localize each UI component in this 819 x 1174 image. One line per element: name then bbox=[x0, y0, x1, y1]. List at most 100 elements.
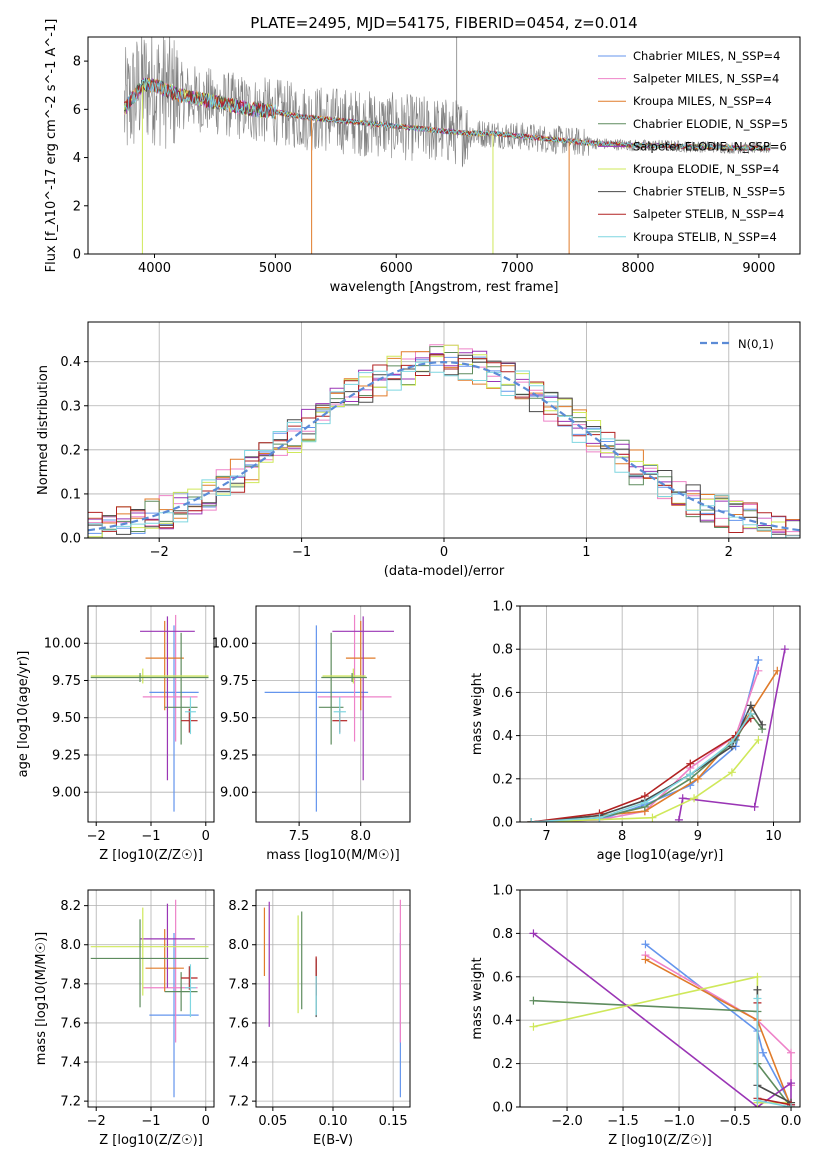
y-tick-label: 7.8 bbox=[228, 977, 249, 992]
y-tick-label: 8.2 bbox=[60, 899, 81, 914]
y-tick-label: 8.0 bbox=[228, 938, 249, 953]
x-tick-label: −2.0 bbox=[551, 1114, 583, 1129]
y-tick-label: 9.25 bbox=[220, 748, 249, 763]
x-tick-label: 9 bbox=[694, 829, 702, 844]
mass-vs-reddening-panel: 0.05 0.10 0.15 7.2 7.4 7.6 7.8 8.0 8.2 E(B-V) bbox=[228, 889, 411, 1148]
y-tick-label: 2 bbox=[73, 199, 81, 214]
axes-frame bbox=[255, 605, 411, 823]
y-tick-label: 8.0 bbox=[60, 938, 81, 953]
age-vs-mass-panel: 7.5 8.0 9.00 9.25 9.50 9.75 10.00 mass [log10(M… bbox=[212, 605, 411, 863]
weight-marker bbox=[686, 770, 695, 779]
legend-label: Salpeter STELIB, N_SSP=4 bbox=[633, 207, 784, 221]
mass-vs-metallicity-panel: −2 −1 0 7.2 7.4 7.6 7.8 8.0 8.2 Z [log10(Z/Z☉)] ma… bbox=[34, 889, 215, 1148]
plot-area bbox=[88, 344, 800, 538]
y-tick-label: 8.2 bbox=[228, 899, 249, 914]
weight-marker bbox=[754, 666, 763, 675]
x-tick-label: 10 bbox=[765, 829, 782, 844]
weight-vs-metallicity-panel: −2.0 −1.5 −1.0 −0.5 0.0 0.0 0.2 0.4 0.6 0.8 1.0 Z [… bbox=[470, 884, 801, 1149]
x-tick-label: −1.0 bbox=[663, 1114, 695, 1129]
spectrum-panel: 4000 5000 6000 7000 8000 9000 0 2 4 6 8 wavelength … bbox=[44, 19, 801, 295]
weight-marker bbox=[727, 768, 736, 777]
x-axis-label: age [log10(age/yr)] bbox=[597, 848, 724, 863]
weight-marker bbox=[690, 794, 699, 803]
x-axis-label: Z [log10(Z/Z☉)] bbox=[99, 848, 203, 863]
x-tick-label: 7000 bbox=[501, 261, 534, 276]
y-tick-label: 0.8 bbox=[492, 643, 513, 658]
legend-label: Kroupa MILES, N_SSP=4 bbox=[633, 94, 772, 108]
legend-label: Chabrier STELIB, N_SSP=5 bbox=[633, 185, 785, 199]
figure-title: PLATE=2495, MJD=54175, FIBERID=0454, z=0… bbox=[250, 14, 637, 32]
x-tick-label: 7 bbox=[542, 829, 550, 844]
weight-line bbox=[645, 958, 792, 1107]
weight-marker bbox=[693, 774, 702, 783]
x-tick-label: 0 bbox=[440, 545, 448, 560]
weight-marker bbox=[641, 940, 650, 949]
weight-marker bbox=[640, 798, 649, 807]
x-axis-label: E(B-V) bbox=[313, 1133, 353, 1148]
y-tick-label: 10.00 bbox=[212, 637, 249, 652]
x-tick-label: 5000 bbox=[259, 261, 292, 276]
y-axis-label: mass [log10(M/M☉)] bbox=[34, 932, 49, 1065]
axes-frame bbox=[519, 889, 801, 1108]
x-tick-label: 0.10 bbox=[319, 1114, 348, 1129]
y-tick-label: 9.50 bbox=[52, 711, 81, 726]
weight-marker bbox=[527, 818, 536, 822]
x-tick-label: −1 bbox=[141, 1114, 160, 1129]
y-tick-label: 9.25 bbox=[52, 748, 81, 763]
residual-histogram bbox=[88, 361, 800, 538]
weight-marker bbox=[750, 802, 759, 811]
axes-frame bbox=[87, 36, 801, 255]
y-tick-label: 0.8 bbox=[492, 927, 513, 942]
y-tick-label: 0.2 bbox=[492, 772, 513, 787]
weight-marker bbox=[753, 972, 762, 981]
y-axis-label: mass weight bbox=[470, 957, 485, 1039]
x-tick-label: 7.5 bbox=[289, 829, 310, 844]
weight-line bbox=[531, 712, 763, 822]
weight-marker bbox=[753, 1096, 762, 1105]
y-axis-label: mass weight bbox=[470, 673, 485, 755]
y-axis-label: Flux [f_λ10^-17 erg cm^-2 s^-1 A^-1] bbox=[44, 19, 59, 273]
y-tick-label: 9.50 bbox=[220, 711, 249, 726]
age-vs-metallicity-panel: −2 −1 0 9.00 9.25 9.50 9.75 10.00 Z [log10(Z/Z☉)… bbox=[16, 605, 215, 863]
y-tick-label: 0.6 bbox=[492, 686, 513, 701]
weight-line bbox=[533, 975, 791, 1104]
model-spectrum bbox=[123, 77, 771, 152]
weight-marker bbox=[686, 759, 695, 768]
y-tick-label: 0.2 bbox=[60, 443, 81, 458]
weight-line bbox=[678, 649, 786, 820]
x-axis-label: Z [log10(Z/Z☉)] bbox=[99, 1133, 203, 1148]
y-tick-label: 7.8 bbox=[60, 977, 81, 992]
y-tick-label: 0.0 bbox=[60, 532, 81, 547]
x-tick-label: −2 bbox=[150, 545, 169, 560]
y-tick-label: 0.4 bbox=[60, 355, 81, 370]
weight-line bbox=[531, 670, 778, 822]
weight-marker bbox=[754, 656, 763, 664]
x-tick-label: 0.0 bbox=[781, 1114, 802, 1129]
y-tick-label: 10.00 bbox=[44, 637, 81, 652]
legend-label: Kroupa STELIB, N_SSP=4 bbox=[633, 230, 777, 244]
y-tick-label: 4 bbox=[73, 151, 81, 166]
normal-curve bbox=[88, 360, 800, 532]
weight-marker bbox=[787, 1103, 796, 1107]
x-tick-label: 8.0 bbox=[350, 829, 371, 844]
y-tick-label: 0.2 bbox=[492, 1057, 513, 1072]
weight-marker bbox=[529, 929, 538, 938]
y-axis-label: age [log10(age/yr)] bbox=[16, 651, 31, 778]
legend-label: Chabrier ELODIE, N_SSP=5 bbox=[633, 117, 788, 131]
legend-label: Chabrier MILES, N_SSP=4 bbox=[633, 49, 780, 63]
plot-area bbox=[527, 645, 789, 822]
x-axis-label: (data-model)/error bbox=[384, 564, 505, 579]
weight-marker bbox=[595, 813, 604, 822]
weight-line bbox=[532, 932, 792, 1107]
y-tick-label: 7.6 bbox=[60, 1016, 81, 1031]
y-tick-label: 0.4 bbox=[492, 1014, 513, 1029]
residuals-panel: −2 −1 0 1 2 0.0 0.1 0.2 0.3 0.4 (data-model)/error… bbox=[36, 321, 801, 579]
plot-area bbox=[90, 614, 209, 812]
x-tick-label: −0.5 bbox=[719, 1114, 751, 1129]
y-tick-label: 9.75 bbox=[52, 674, 81, 689]
weight-marker bbox=[787, 1048, 796, 1057]
weight-vs-age-panel: 7 8 9 10 0.0 0.2 0.4 0.6 0.8 1.0 age [log10(age/yr… bbox=[470, 600, 801, 863]
x-tick-label: −2 bbox=[87, 1114, 106, 1129]
weight-marker bbox=[753, 994, 762, 1003]
y-tick-label: 7.4 bbox=[60, 1056, 81, 1071]
